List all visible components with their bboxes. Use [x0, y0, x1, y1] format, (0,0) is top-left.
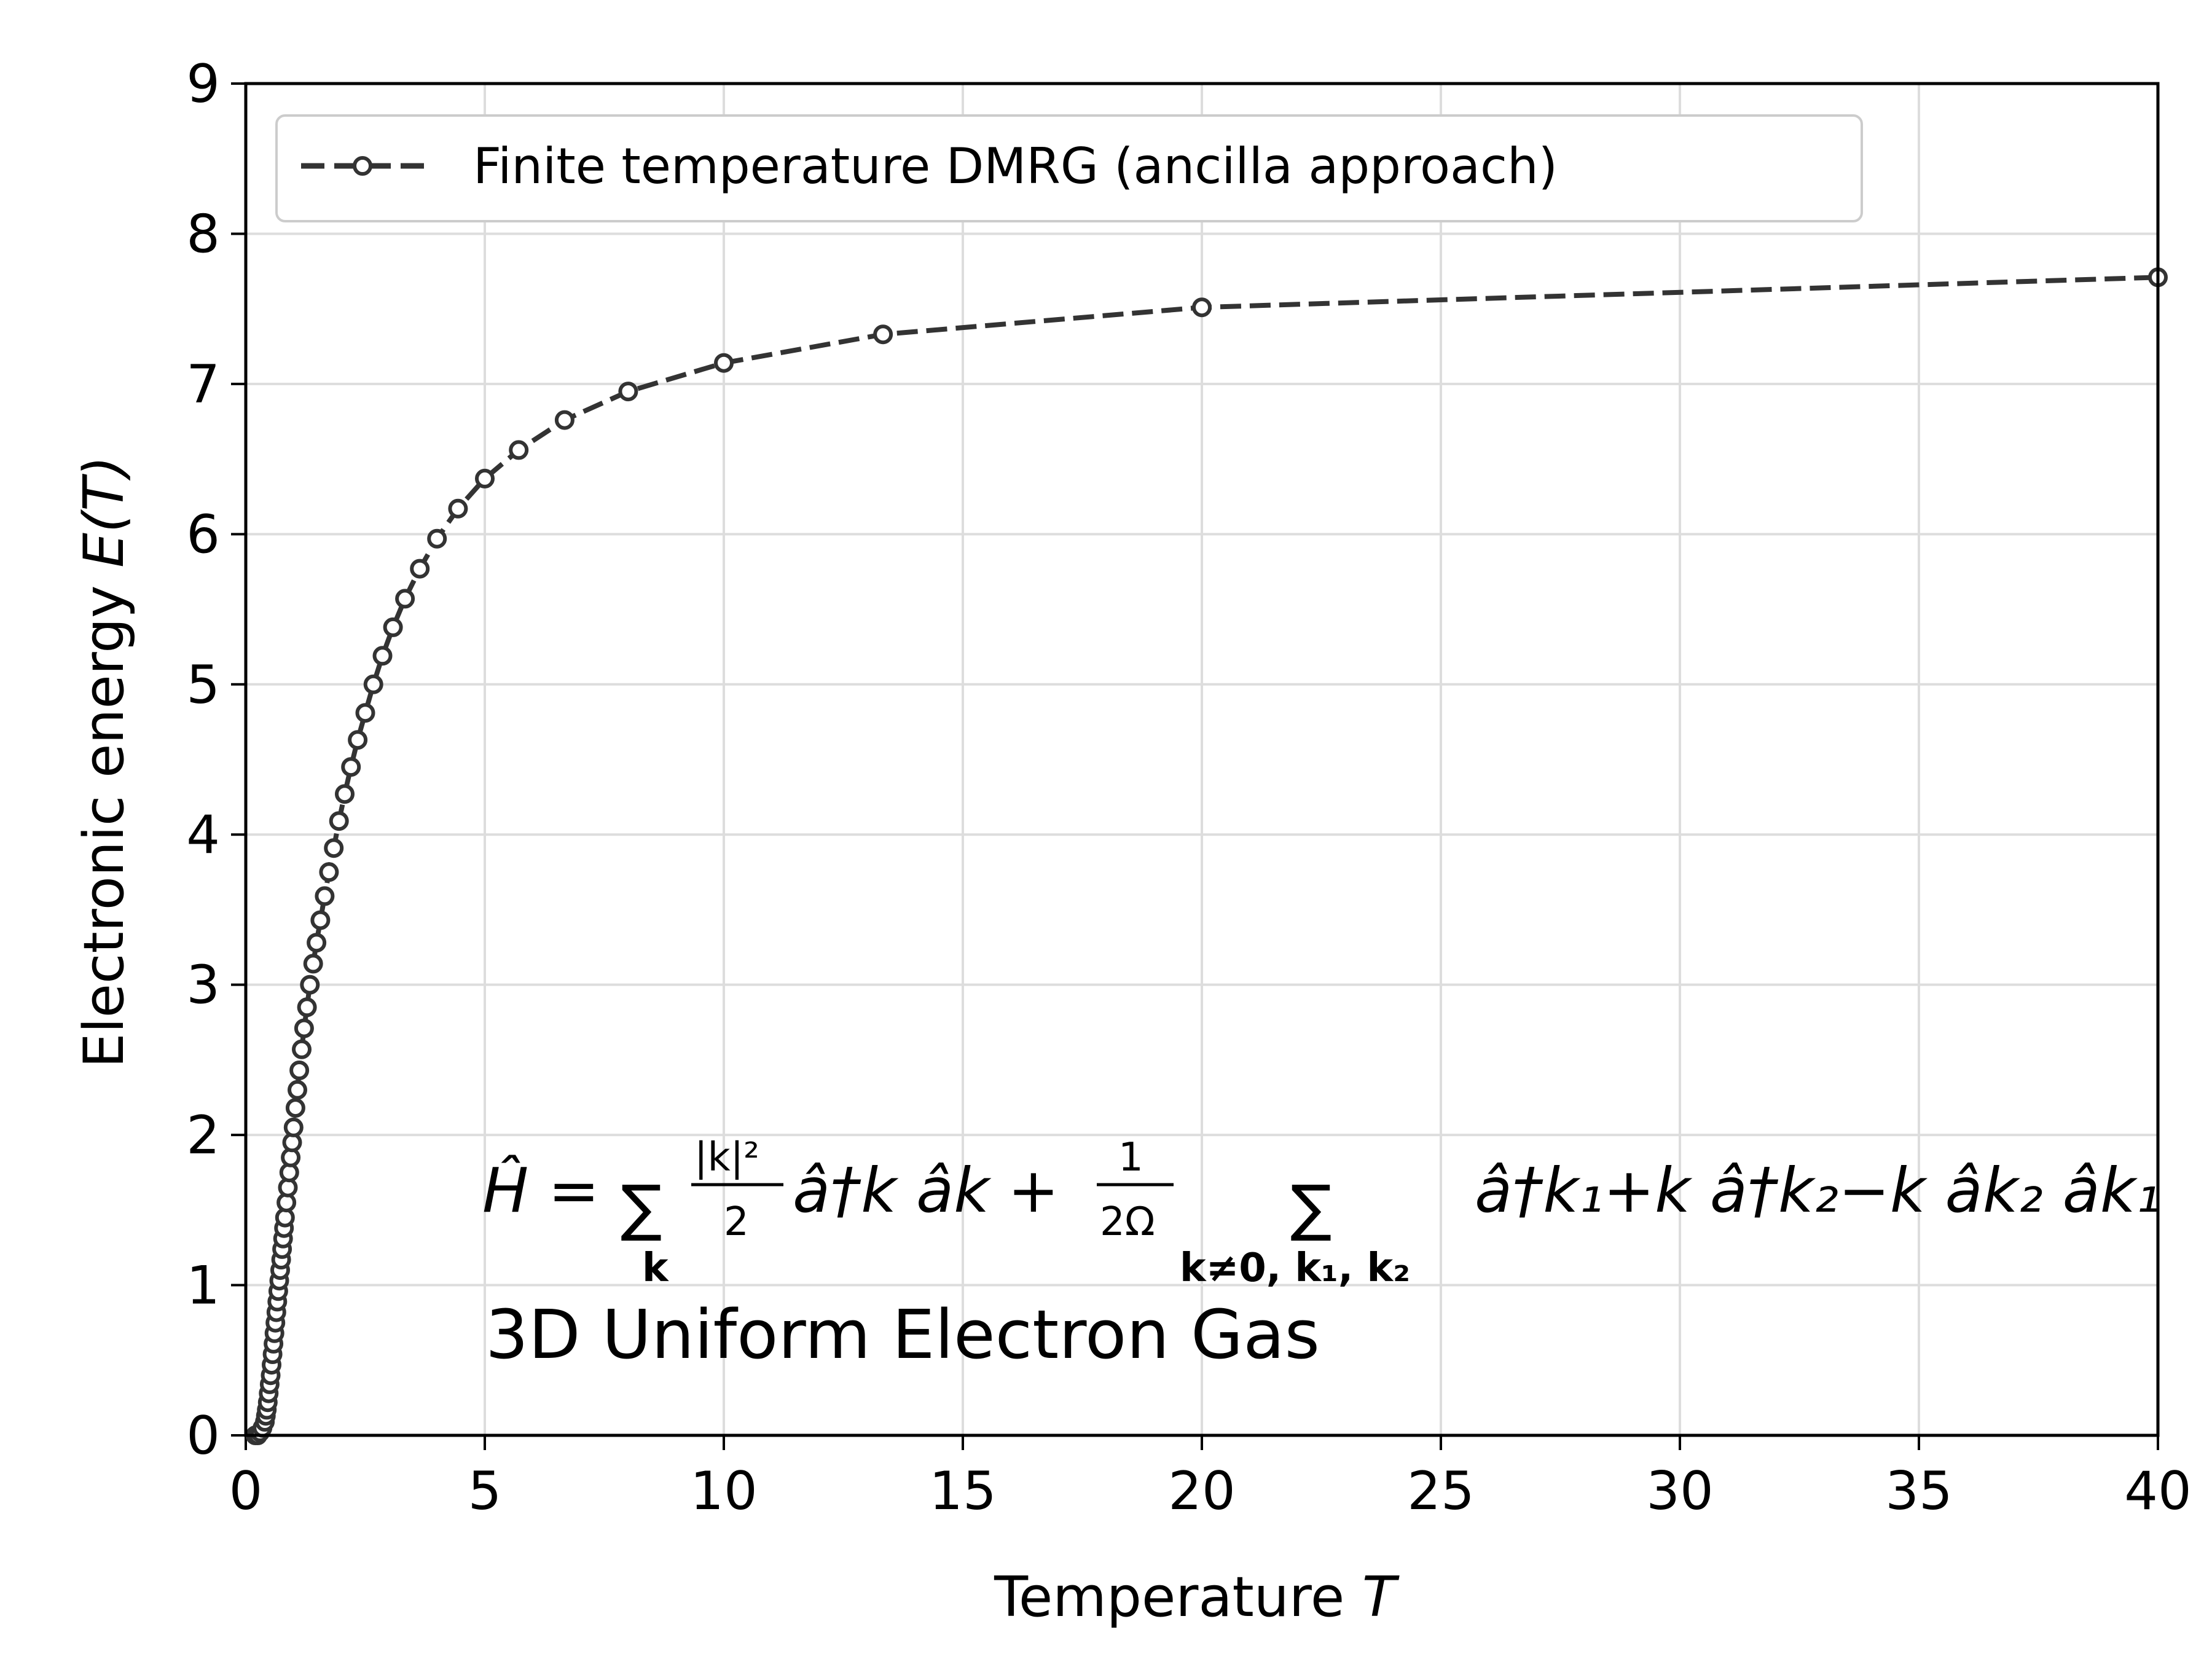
hamiltonian-formula: Ĥ = ∑ k |k|² 2 â†k âk + 1 2Ω ∑ k≠0, k₁, …: [482, 1135, 2160, 1291]
formula-frac2-numerator: 1: [1118, 1135, 1143, 1180]
legend: Finite temperature DMRG (ancilla approac…: [275, 114, 1863, 222]
data-point: [288, 1080, 307, 1100]
data-point: [383, 617, 403, 637]
data-point: [289, 1061, 310, 1080]
data-point: [355, 703, 375, 723]
data-point: [310, 910, 331, 930]
data-point: [410, 559, 430, 579]
data-point: [303, 954, 323, 974]
y-tick-label: 0: [186, 1405, 220, 1467]
y-axis-title: Electronic energy E(T): [72, 456, 136, 1069]
data-point: [618, 382, 638, 402]
y-axis-ticks: 0 1 2 3 4 5 6 7 8 9: [186, 53, 246, 1467]
data-point: [363, 674, 383, 694]
data-point: [395, 589, 415, 609]
data-point: [329, 811, 349, 831]
data-point: [319, 862, 339, 882]
y-tick-label: 6: [186, 504, 220, 565]
legend-label: Finite temperature DMRG (ancilla approac…: [473, 138, 1558, 195]
series-layer: [245, 267, 2168, 1445]
y-tick-label: 9: [186, 53, 220, 115]
data-point: [448, 498, 468, 519]
formula-frac1-denominator: 2: [724, 1199, 749, 1245]
formula-frac2-denominator: 2Ω: [1100, 1199, 1155, 1245]
formula-term1: â†k âk: [793, 1155, 992, 1226]
grid: [245, 82, 2159, 1437]
x-axis-ticks: 0 5 10 15 20 25 30 35 40: [229, 1435, 2192, 1522]
formula-plus: +: [1008, 1155, 1059, 1226]
data-point: [292, 1039, 312, 1059]
y-tick-label: 8: [186, 203, 220, 265]
data-point: [324, 838, 344, 858]
data-point: [307, 933, 327, 953]
data-point: [475, 468, 495, 488]
y-tick-label: 1: [186, 1255, 220, 1317]
data-point: [341, 757, 361, 777]
y-axis-title-var: E(T): [72, 456, 136, 568]
x-tick-label: 25: [1407, 1461, 1474, 1522]
data-point: [283, 1117, 304, 1137]
data-point: [348, 730, 368, 750]
y-tick-label: 5: [186, 654, 220, 716]
y-tick-label: 3: [186, 955, 220, 1016]
data-point: [335, 784, 355, 804]
data-point: [714, 353, 734, 373]
data-point: [427, 528, 447, 549]
formula-sum-1-subscript: k: [642, 1245, 669, 1291]
x-axis-title-var: T: [1362, 1565, 1400, 1630]
x-axis-title-main: Temperature: [994, 1565, 1362, 1630]
formula-sum-2-subscript: k≠0, k₁, k₂: [1180, 1245, 1410, 1291]
x-tick-label: 35: [1885, 1461, 1952, 1522]
formula-sum-1: ∑: [621, 1172, 662, 1244]
x-tick-label: 15: [929, 1461, 996, 1522]
data-point: [285, 1098, 305, 1118]
x-tick-label: 10: [690, 1461, 757, 1522]
data-point: [372, 646, 393, 666]
y-tick-label: 7: [186, 354, 220, 415]
legend-box: [275, 114, 1863, 222]
data-point: [300, 975, 320, 995]
data-point: [1192, 297, 1212, 318]
data-point: [554, 410, 575, 430]
data-point: [873, 324, 893, 345]
y-tick-label: 2: [186, 1105, 220, 1166]
x-tick-label: 5: [468, 1461, 502, 1522]
plot-frame: [244, 82, 2160, 1437]
y-tick-label: 4: [186, 804, 220, 866]
x-tick-label: 30: [1646, 1461, 1713, 1522]
formula-term2: â†k₁+k â†k₂−k âk₂ âk₁: [1475, 1155, 2160, 1226]
x-tick-label: 40: [2124, 1461, 2191, 1522]
formula-lhs: Ĥ =: [482, 1155, 600, 1226]
x-tick-label: 20: [1168, 1461, 1235, 1522]
y-axis-title-main: Electronic energy: [72, 568, 136, 1068]
annotation-3d-ueg: 3D Uniform Electron Gas: [485, 1295, 1320, 1374]
data-point: [509, 440, 529, 460]
data-point: [315, 886, 335, 906]
data-point: [294, 1018, 314, 1038]
formula-sum-2: ∑: [1290, 1172, 1332, 1244]
x-axis-title: Temperature T: [994, 1565, 1400, 1630]
legend-marker-swatch: [353, 156, 372, 176]
x-tick-label: 0: [229, 1461, 263, 1522]
data-point: [297, 997, 317, 1018]
formula-frac1-numerator: |k|²: [694, 1135, 759, 1180]
